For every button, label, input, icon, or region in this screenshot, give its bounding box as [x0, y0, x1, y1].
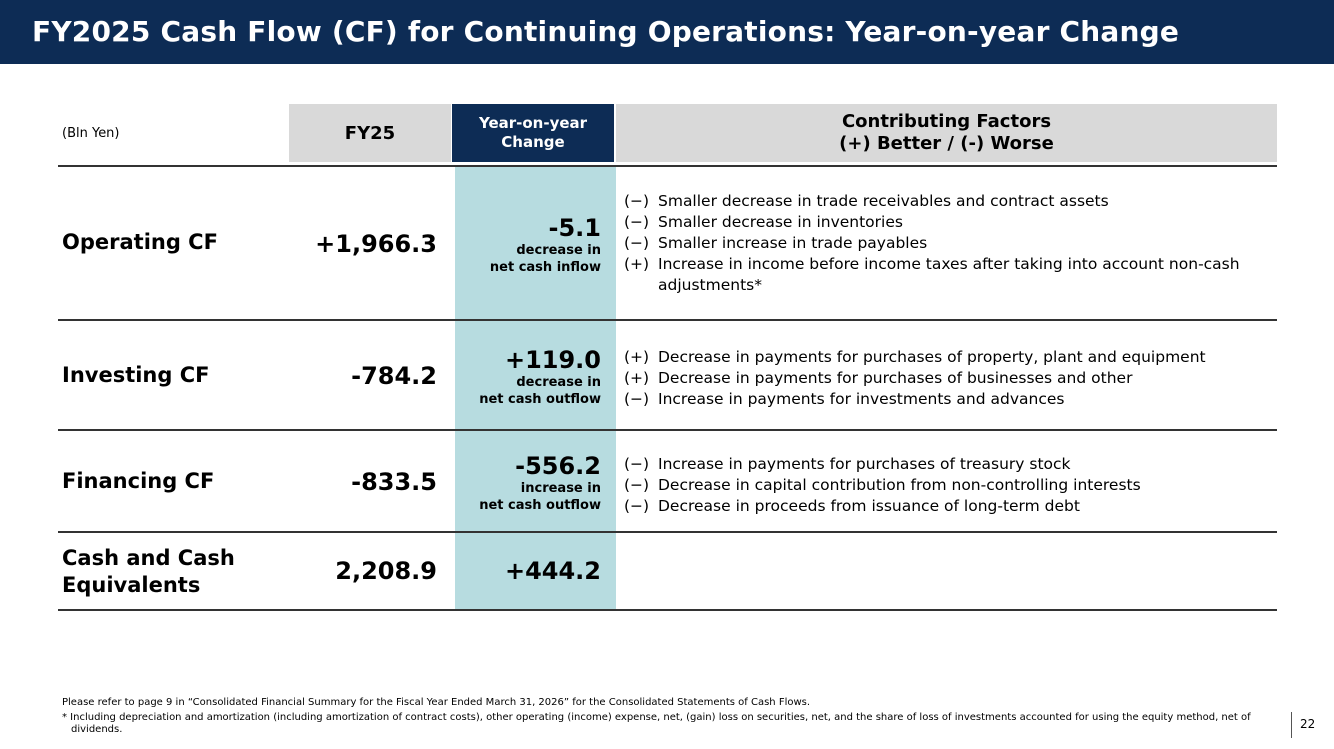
factor-item: (−) Increase in payments for purchases of…: [624, 454, 1274, 475]
row-label: Cash and Cash Equivalents: [62, 545, 235, 599]
table-row-operating-cf: Operating CF +1,966.3 -5.1 decrease in n…: [58, 166, 1277, 319]
page-number-divider: [1291, 712, 1292, 738]
factor-item: (+) Decrease in payments for purchases of…: [624, 347, 1274, 368]
yoy-change-cell: -5.1 decrease in net cash inflow: [455, 214, 601, 276]
factor-sign: (−): [624, 455, 650, 473]
row-divider: [58, 531, 1277, 533]
factor-list: (−) Smaller decrease in trade receivables…: [624, 191, 1274, 296]
factor-text: Increase in payments for investments and…: [658, 390, 1065, 408]
row-label: Operating CF: [62, 230, 218, 254]
factor-text: Increase in income before income taxes a…: [658, 255, 1240, 294]
yoy-header-line1: Year-on-year: [478, 114, 588, 132]
yoy-change-value: -5.1: [548, 214, 601, 242]
fy25-value: 2,208.9: [335, 557, 437, 585]
factor-sign: (+): [624, 348, 650, 366]
factor-sign: (+): [624, 255, 650, 273]
yoy-change-note: net cash inflow: [489, 260, 601, 275]
page-number: 22: [1300, 717, 1316, 731]
row-label-line2: Equivalents: [62, 573, 201, 597]
factor-list: (+) Decrease in payments for purchases of…: [624, 347, 1274, 410]
yoy-change-cell: +119.0 decrease in net cash outflow: [455, 346, 601, 408]
unit-label: (Bln Yen): [62, 125, 120, 141]
yoy-change-note: decrease in: [516, 243, 601, 258]
table-row-cash-equivalents: Cash and Cash Equivalents 2,208.9 +444.2: [58, 532, 1277, 609]
yoy-change-cell: +444.2: [455, 557, 601, 585]
yoy-header-line2: Change: [501, 133, 565, 151]
factor-item: (−) Decrease in proceeds from issuance of…: [624, 496, 1274, 517]
row-label-line1: Cash and Cash: [62, 546, 235, 570]
factor-sign: (−): [624, 213, 650, 231]
yoy-change-note: net cash outflow: [479, 498, 601, 513]
column-header-fy25: FY25: [289, 104, 451, 162]
factor-text: Decrease in capital contribution from no…: [658, 476, 1141, 494]
fy25-value: -784.2: [351, 362, 437, 390]
factor-item: (−) Smaller increase in trade payables: [624, 233, 1274, 254]
row-label: Investing CF: [62, 363, 210, 387]
factor-item: (−) Decrease in capital contribution from…: [624, 475, 1274, 496]
factor-sign: (−): [624, 476, 650, 494]
yoy-change-value: +119.0: [504, 346, 601, 374]
page-title: FY2025 Cash Flow (CF) for Continuing Ope…: [0, 0, 1334, 64]
row-label: Financing CF: [62, 469, 215, 493]
yoy-change-note: net cash outflow: [479, 392, 601, 407]
factor-item: (−) Increase in payments for investments …: [624, 389, 1274, 410]
factors-header-line1: Contributing Factors: [841, 111, 1052, 132]
factor-list: (−) Increase in payments for purchases of…: [624, 454, 1274, 517]
factor-text: Smaller decrease in inventories: [658, 213, 903, 231]
table-row-financing-cf: Financing CF -833.5 -556.2 increase in n…: [58, 430, 1277, 531]
factor-text: Smaller decrease in trade receivables an…: [658, 192, 1109, 210]
yoy-change-value: -556.2: [515, 452, 601, 480]
factor-item: (−) Smaller decrease in trade receivables…: [624, 191, 1274, 212]
factor-item: (+) Increase in income before income taxe…: [624, 254, 1274, 296]
yoy-change-note: increase in: [520, 481, 601, 496]
yoy-change-note: decrease in: [516, 375, 601, 390]
factor-text: Smaller increase in trade payables: [658, 234, 928, 252]
row-divider: [58, 165, 1277, 167]
row-divider: [58, 319, 1277, 321]
fy25-value: +1,966.3: [315, 230, 437, 258]
factor-sign: (−): [624, 497, 650, 515]
factor-sign: (−): [624, 192, 650, 210]
yoy-change-value: +444.2: [504, 557, 601, 585]
factor-sign: (−): [624, 234, 650, 252]
factor-text: Decrease in proceeds from issuance of lo…: [658, 497, 1080, 515]
factors-header-line2: (+) Better / (-) Worse: [839, 133, 1054, 154]
factor-sign: (+): [624, 369, 650, 387]
factor-item: (+) Decrease in payments for purchases of…: [624, 368, 1274, 389]
factor-text: Decrease in payments for purchases of pr…: [658, 348, 1206, 366]
factor-text: Increase in payments for purchases of tr…: [658, 455, 1071, 473]
table-row-investing-cf: Investing CF -784.2 +119.0 decrease in n…: [58, 320, 1277, 429]
footnote-asterisk: * Including depreciation and amortizatio…: [62, 712, 1251, 735]
fy25-value: -833.5: [351, 468, 437, 496]
factor-text: Decrease in payments for purchases of bu…: [658, 369, 1133, 387]
yoy-highlight-band: [455, 166, 616, 610]
column-header-contributing-factors: Contributing Factors (+) Better / (-) Wo…: [616, 104, 1277, 162]
column-header-yoy-change: Year-on-year Change: [452, 104, 614, 162]
footnote-reference: Please refer to page 9 in “Consolidated …: [62, 697, 811, 708]
factor-sign: (−): [624, 390, 650, 408]
yoy-change-cell: -556.2 increase in net cash outflow: [455, 452, 601, 514]
row-divider: [58, 429, 1277, 431]
factor-item: (−) Smaller decrease in inventories: [624, 212, 1274, 233]
row-divider: [58, 609, 1277, 611]
